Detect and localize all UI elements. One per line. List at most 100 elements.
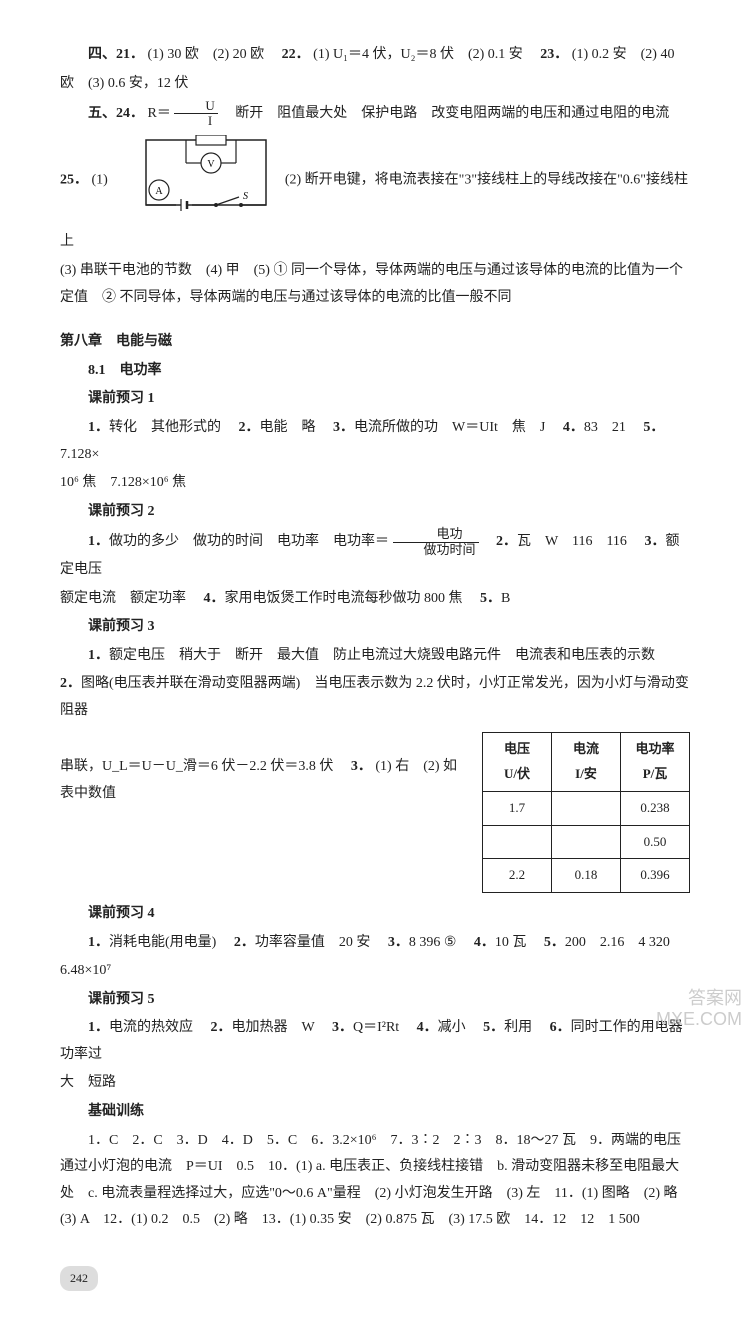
p5-1b: 电流的热效应	[109, 1020, 207, 1035]
p5-3a: 3．	[332, 1020, 353, 1035]
p5-1a: 1．	[88, 1020, 109, 1035]
q23-ans: (1) 0.2 安 (2) 40	[572, 47, 675, 62]
label-v: V	[208, 159, 216, 170]
td: 2.2	[483, 859, 552, 893]
td: 1.7	[483, 791, 552, 825]
q23-num: 23．	[540, 47, 568, 62]
p5-3b: Q＝I²Rt	[353, 1020, 413, 1035]
q25-part3: (3) 串联干电池的节数 (4) 甲 (5) ① 同一个导体，导体两端的电压与通…	[60, 258, 690, 311]
q25-num: 25．	[60, 172, 88, 187]
section5-line1: 五、24． R＝ U I 断开 阻值最大处 保护电路 改变电阻两端的电压和通过电…	[60, 99, 690, 129]
th-u: 电压U/伏	[483, 733, 552, 791]
p4-4b: 10 瓦	[495, 935, 541, 950]
p1-1a: 1．	[88, 420, 109, 435]
preview5-body: 1．电流的热效应 2．电加热器 W 3．Q＝I²Rt 4．减小 5．利用 6．同…	[60, 1015, 690, 1068]
p1-3b: 电流所做的功 W＝UIt 焦 J	[354, 420, 559, 435]
p4-1a: 1．	[88, 935, 109, 950]
p2-4a: 4．	[204, 591, 225, 606]
p1-3a: 3．	[333, 420, 354, 435]
p1-1b: 转化 其他形式的	[109, 420, 235, 435]
q22-ans: (1) U₁＝4 伏，U₂＝8 伏 (2) 0.1 安	[313, 47, 537, 62]
p1-2a: 2．	[239, 420, 260, 435]
p3-3a: 3．	[351, 759, 372, 774]
fraction-u-i: U I	[174, 99, 217, 129]
p1-5b: 7.128×	[60, 447, 99, 462]
p4-1b: 消耗电能(用电量)	[109, 935, 230, 950]
p1-4a: 4．	[563, 420, 584, 435]
td: 0.396	[621, 859, 690, 893]
p3-1a: 1．	[88, 648, 109, 663]
p3-2b: 图略(电压表并联在滑动变阻器两端) 当电压表示数为 2.2 伏时，小灯正常发光，…	[60, 676, 689, 718]
preview5-tail: 大 短路	[60, 1070, 690, 1097]
preview3-head: 课前预习 3	[60, 614, 690, 641]
table-row: 1.7 0.238	[483, 791, 690, 825]
section4-line2: 欧 (3) 0.6 安，12 伏	[60, 71, 690, 98]
q25-part1: (1)	[92, 172, 108, 187]
q24-tail: 断开 阻值最大处 保护电路 改变电阻两端的电压和通过电阻的电流	[221, 106, 669, 121]
th-i: 电流I/安	[552, 733, 621, 791]
p1-4b: 83 21	[584, 420, 640, 435]
p5-4b: 减小	[438, 1020, 480, 1035]
label-a: A	[156, 186, 164, 197]
p3-2a: 2．	[60, 676, 81, 691]
p2-5a: 5．	[480, 591, 501, 606]
preview3-l1: 1．额定电压 稍大于 断开 最大值 防止电流过大烧毁电路元件 电流表和电压表的示…	[60, 643, 690, 670]
p4-2b: 功率容量值 20 安	[255, 935, 385, 950]
preview4-body: 1．消耗电能(用电量) 2．功率容量值 20 安 3．8 396 ⑤ 4．10 …	[60, 930, 690, 957]
eq-left: R＝	[148, 106, 171, 121]
fraction-power: 电功 做功时间	[393, 527, 479, 557]
p2-5b: B	[501, 591, 510, 606]
th-p: 电功率P/瓦	[621, 733, 690, 791]
p2-4b: 家用电饭煲工作时电流每秒做功 800 焦	[225, 591, 477, 606]
q22-num: 22．	[282, 47, 310, 62]
preview4-head: 课前预习 4	[60, 901, 690, 928]
section4-line1: 四、21． (1) 30 欧 (2) 20 欧 22． (1) U₁＝4 伏，U…	[60, 42, 690, 69]
base-head: 基础训练	[60, 1099, 690, 1126]
q24-num: 五、24．	[88, 106, 144, 121]
td	[483, 825, 552, 859]
preview1-head: 课前预习 1	[60, 386, 690, 413]
preview3-l2: 2．图略(电压表并联在滑动变阻器两端) 当电压表示数为 2.2 伏时，小灯正常发…	[60, 671, 690, 724]
p4-5b: 200 2.16 4 320	[565, 935, 670, 950]
td	[552, 791, 621, 825]
p4-3b: 8 396 ⑤	[409, 935, 471, 950]
page-number: 242	[60, 1266, 98, 1291]
data-table: 电压U/伏 电流I/安 电功率P/瓦 1.7 0.238 0.50 2.2 0.…	[482, 732, 690, 892]
table-head-row: 电压U/伏 电流I/安 电功率P/瓦	[483, 733, 690, 791]
label-r: R	[207, 135, 214, 136]
preview2-tail: 额定电流 额定功率 4．家用电饭煲工作时电流每秒做功 800 焦 5．B	[60, 586, 690, 613]
frac-den: I	[174, 114, 217, 128]
section-8-1: 8.1 电功率	[60, 358, 690, 385]
q25-row: 25． (1) R V A S	[60, 131, 690, 256]
p4-2a: 2．	[234, 935, 255, 950]
p5-5b: 利用	[504, 1020, 546, 1035]
td: 0.238	[621, 791, 690, 825]
p3-l3: 串联，U_L＝U－U_滑＝6 伏－2.2 伏＝3.8 伏	[60, 759, 347, 774]
p2-frac-den: 做功时间	[393, 543, 479, 557]
p4-3a: 3．	[388, 935, 409, 950]
q21-num: 四、21．	[88, 47, 144, 62]
p5-4a: 4．	[417, 1020, 438, 1035]
q21-ans: (1) 30 欧 (2) 20 欧	[148, 47, 279, 62]
p2-frac-num: 电功	[393, 527, 479, 542]
p3-1b: 额定电压 稍大于 断开 最大值 防止电流过大烧毁电路元件 电流表和电压表的示数	[109, 648, 655, 663]
p4-5a: 5．	[544, 935, 565, 950]
p4-4a: 4．	[474, 935, 495, 950]
preview2-body: 1．做功的多少 做功的时间 电功率 电功率＝ 电功 做功时间 2．瓦 W 116…	[60, 527, 690, 583]
preview1-tail: 10⁶ 焦 7.128×10⁶ 焦	[60, 470, 690, 497]
p5-5a: 5．	[483, 1020, 504, 1035]
p5-2a: 2．	[211, 1020, 232, 1035]
p1-2b: 电能 略	[260, 420, 330, 435]
preview1-body: 1．转化 其他形式的 2．电能 略 3．电流所做的功 W＝UIt 焦 J 4．8…	[60, 415, 690, 468]
p1-5a: 5．	[643, 420, 664, 435]
td: 0.50	[621, 825, 690, 859]
p2-2b: 瓦 W 116 116	[517, 534, 641, 549]
table-row: 0.50	[483, 825, 690, 859]
p2-l4: 额定电流 额定功率	[60, 591, 200, 606]
chapter8-title: 第八章 电能与磁	[60, 329, 690, 356]
frac-num: U	[174, 99, 217, 114]
label-s: S	[243, 191, 248, 202]
preview2-head: 课前预习 2	[60, 499, 690, 526]
td	[552, 825, 621, 859]
preview4-tail: 6.48×10⁷	[60, 958, 690, 985]
